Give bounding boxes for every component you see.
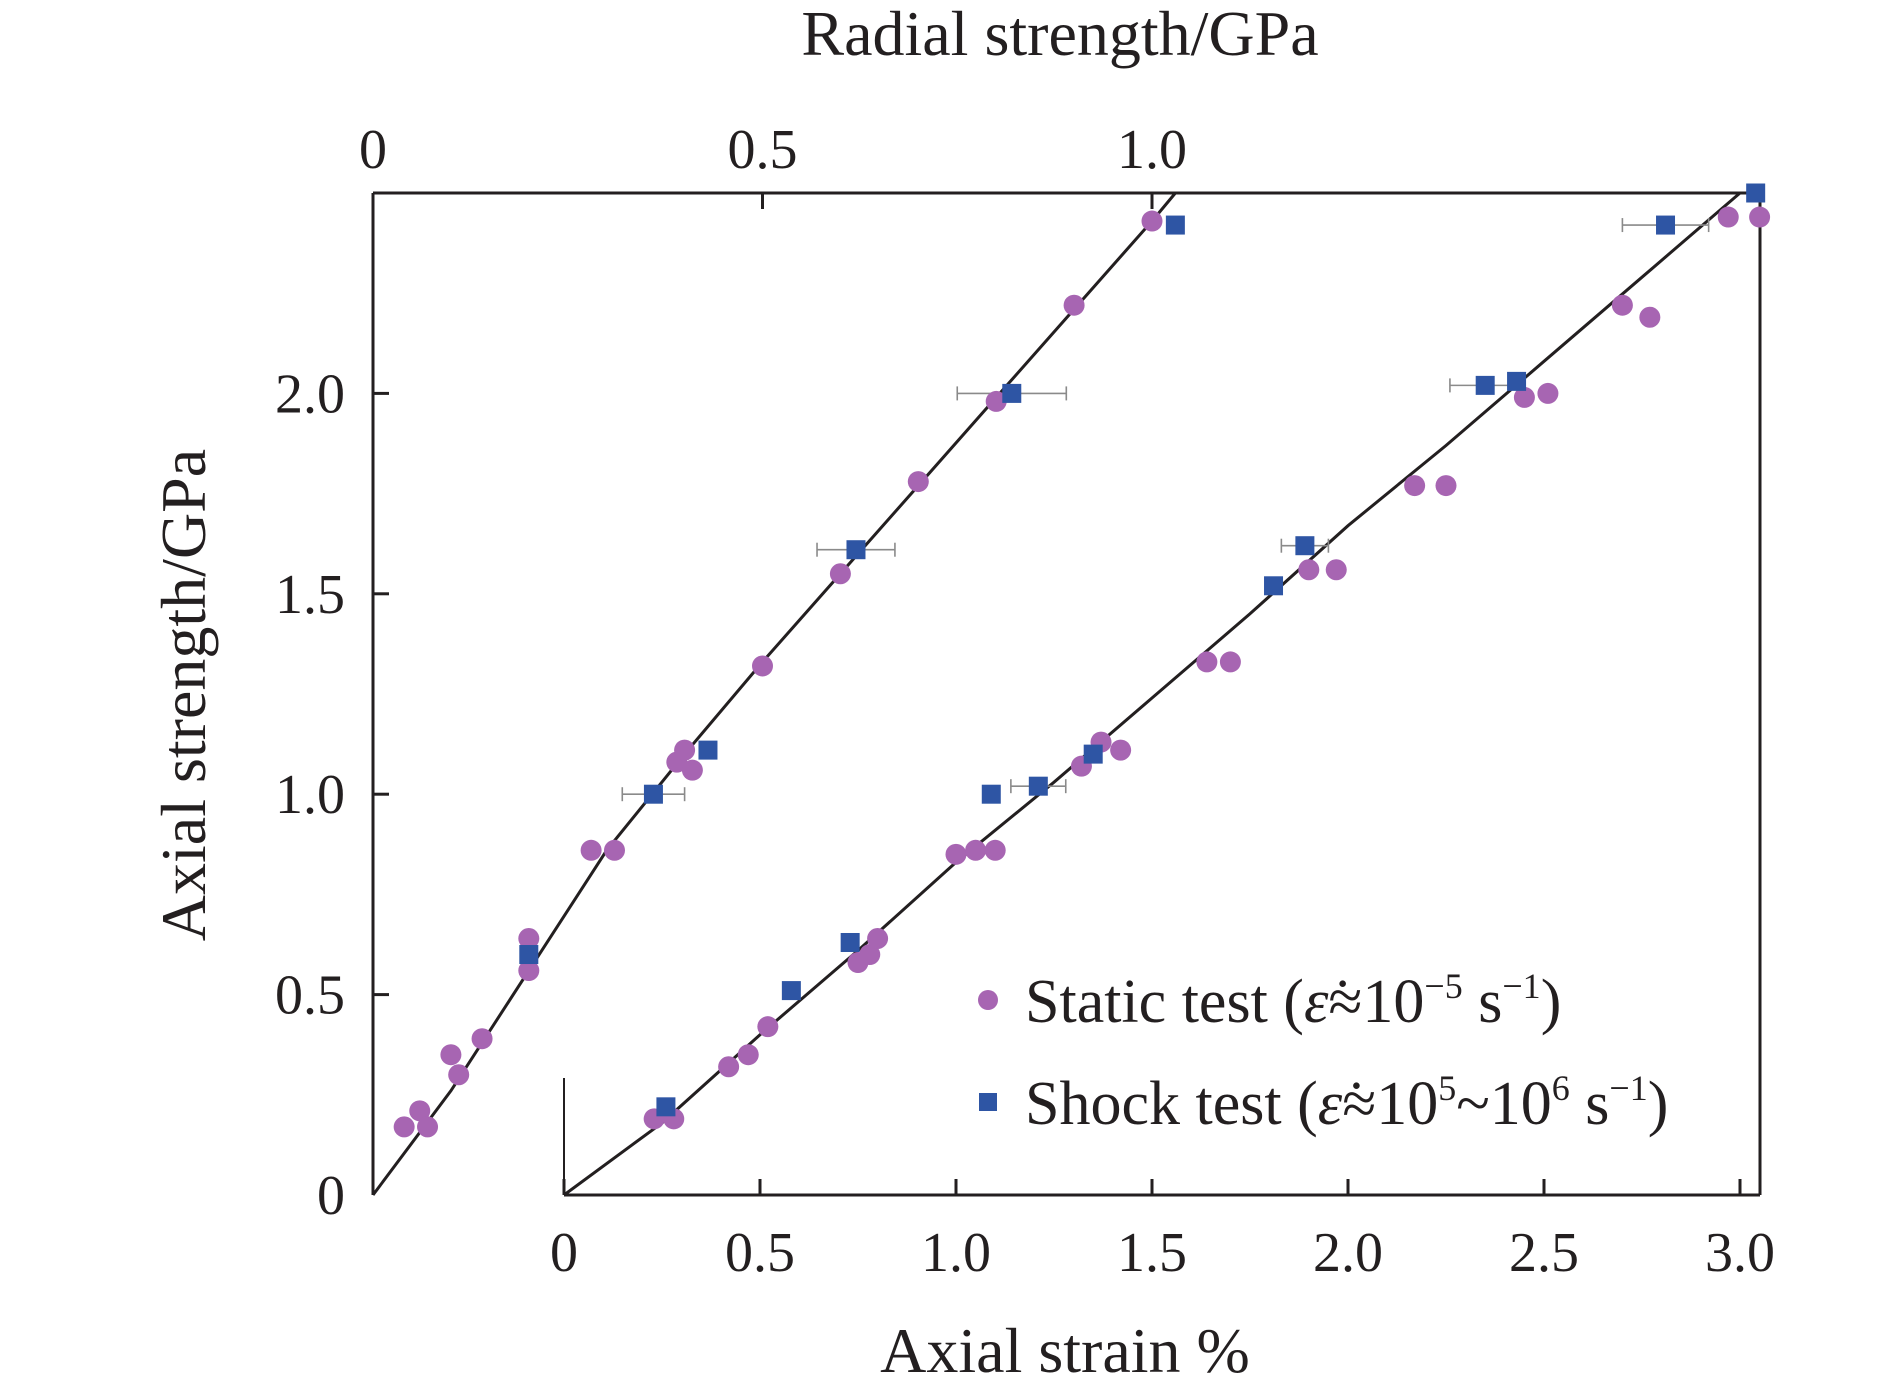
static-test-point [1219,651,1241,673]
axes: 0 0.5 1.0 0 0.5 1.0 1.5 2.0 2.5 3.0 0 0.5 1.0 1.5 2.0 [275,119,1775,1284]
static-test-point [1063,294,1085,316]
shock-test-point [846,540,866,560]
static-test-point [752,655,773,677]
top-axis-title: Radial strength/GPa [801,0,1318,69]
bottom-axis-tick-label: 0 [550,1222,578,1284]
static-test-point [681,759,703,781]
shock-test-point [1295,536,1315,556]
bottom-axis-tick-label: 2.0 [1313,1222,1383,1284]
static-test-point [409,1100,431,1122]
bottom-axis-tick-label: 2.5 [1509,1222,1579,1284]
static-test-point [1325,559,1347,581]
shock-test-point [1083,744,1103,764]
shock-test-point [840,932,860,952]
left-axis-tick-label: 0 [317,1165,345,1227]
shock-test-point [698,740,718,760]
left-axis-tick-label: 2.0 [275,363,345,425]
static-test-point [1537,382,1559,404]
plot-frame [371,191,1762,1197]
shock-test-point [1746,183,1766,203]
legend-static-marker [978,990,998,1010]
static-test-point [985,390,1007,412]
shock-test-point [519,945,539,965]
static-test-point [1404,475,1426,497]
bottom-axis-tick-label: 3.0 [1705,1222,1775,1284]
static-test-point [580,839,602,861]
legend: Static test (ε̇≈10−5 s−1) Shock test (ε̇… [978,966,1668,1138]
static-test-point [417,1116,439,1138]
top-axis-tick-label: 1.0 [1117,119,1187,181]
shock-test-point [1507,371,1527,391]
bottom-axis-title: Axial strain % [880,1315,1250,1378]
static-test-point [1141,210,1163,232]
static-test-point [867,927,889,949]
static-test-point [674,739,696,761]
left-axis-tick-label: 1.5 [275,564,345,626]
legend-shock-label: Shock test (ε̇≈105~106 s−1) [1025,1068,1668,1138]
fit-lines [371,191,1741,1197]
shock-test-point [981,784,1001,804]
static-test-point [757,1016,779,1038]
static-test-point [965,839,987,861]
static-test-point [718,1056,740,1078]
static-test-point [984,839,1006,861]
shock-test-point [1002,383,1022,403]
static-test-point [1110,739,1132,761]
shock-test-point [1475,375,1495,395]
static-test-point [907,471,929,493]
static-test-point [440,1044,462,1066]
shock-test-point [1028,776,1048,796]
static-test-point [1611,294,1633,316]
static-test-point [448,1064,470,1086]
static-test-point [393,1116,415,1138]
legend-shock-marker [979,1093,997,1111]
legend-static-label: Static test (ε̇≈10−5 s−1) [1025,966,1561,1036]
static-test-point [1639,306,1661,328]
static-test-point [518,960,540,982]
static-test-point [737,1044,759,1066]
bottom-axis-tick-label: 0.5 [725,1222,795,1284]
shock-test-point [1165,215,1185,235]
static-test-point [518,927,540,949]
static-test-point [829,563,851,585]
bottom-axis-tick-label: 1.0 [921,1222,991,1284]
static-test-point [603,839,625,861]
top-axis-tick-label: 0 [359,119,387,181]
left-axis-tick-label: 0.5 [275,965,345,1027]
static-test-point [859,944,881,966]
static-test-point [1298,559,1320,581]
shock-test-point [1264,576,1284,596]
left-axis-tick-label: 1.0 [275,764,345,826]
static-test-point [1749,206,1771,228]
strain-fit-line [563,191,1741,1197]
static-test-point [1717,206,1739,228]
static-test-point [945,843,967,865]
data-points [393,183,1771,1138]
static-test-point [1196,651,1218,673]
error-bars [621,218,1710,802]
shock-test-point [1656,215,1676,235]
shock-test-point [643,784,663,804]
left-axis-title: Axial strength/GPa [148,449,219,941]
shock-test-point [781,981,801,1001]
radial-fit-line [371,192,1177,1196]
static-test-point [1513,386,1535,408]
shock-test-point [656,1097,676,1117]
top-axis-tick-label: 0.5 [728,119,798,181]
bottom-axis-tick-label: 1.5 [1117,1222,1187,1284]
static-test-point [1435,475,1457,497]
static-test-point [471,1028,493,1050]
